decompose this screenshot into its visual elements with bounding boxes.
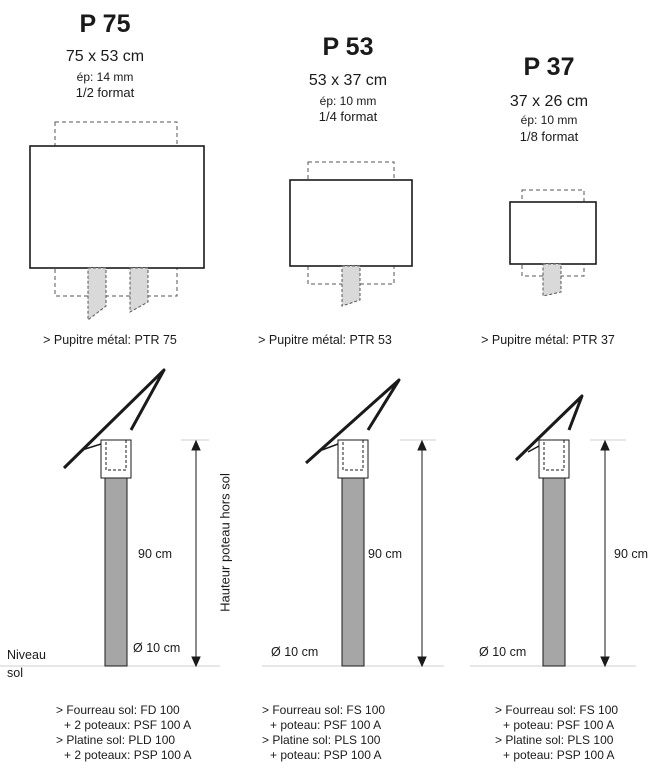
p53-format: 1/4 format	[318, 109, 378, 124]
p53-post	[341, 477, 365, 667]
p53-size: 53 x 37 cm	[308, 72, 388, 89]
p75-diameter: Ø 10 cm	[133, 641, 181, 655]
p53-diameter: Ø 10 cm	[271, 645, 319, 659]
p37-format: 1/8 format	[519, 129, 579, 144]
p75-mount-line-4: + 2 poteaux: PSP 100 A	[64, 748, 192, 762]
p53-mount-line-3: > Platine sol: PLS 100	[262, 733, 381, 747]
p75-mount-line-1: > Fourreau sol: FD 100	[56, 703, 180, 717]
p37-diameter: Ø 10 cm	[479, 645, 527, 659]
p37-bracket	[527, 445, 540, 453]
p75-thickness: ép: 14 mm	[76, 70, 134, 84]
p37-foot	[542, 263, 562, 297]
p53-thickness: ép: 10 mm	[319, 94, 377, 108]
p75-post	[104, 477, 128, 667]
p37-title: P 37	[523, 53, 575, 81]
height-arrows	[181, 439, 626, 668]
p37-thickness: ép: 10 mm	[520, 113, 578, 127]
p75-foot-right	[129, 267, 149, 313]
p53-elevation	[289, 161, 413, 307]
p75-mount-line-3: > Platine sol: PLD 100	[56, 733, 176, 747]
p53-desk-plate	[305, 378, 401, 465]
p37-size: 37 x 26 cm	[509, 93, 589, 110]
p53-mount-line-2: + poteau: PSF 100 A	[270, 718, 382, 732]
p37-elevation	[509, 189, 597, 297]
p53-desk-label: > Pupitre métal: PTR 53	[258, 333, 392, 347]
p37-side-view	[514, 394, 584, 667]
p53-mount-line-1: > Fourreau sol: FS 100	[262, 703, 386, 717]
p37-insert	[543, 439, 565, 471]
p37-mount-line-1: > Fourreau sol: FS 100	[495, 703, 619, 717]
p37-mount-line-3: > Platine sol: PLS 100	[495, 733, 614, 747]
p53-foot	[341, 265, 361, 307]
p75-insert	[105, 439, 127, 471]
p75-elevation	[29, 121, 205, 322]
p75-mount-line-2: + 2 poteaux: PSF 100 A	[64, 718, 192, 732]
p75-height-value: 90 cm	[138, 547, 173, 561]
p37-height-value: 90 cm	[614, 547, 649, 561]
p53-panel	[289, 179, 413, 267]
p53-insert	[342, 439, 364, 471]
p53-height-value: 90 cm	[368, 547, 403, 561]
p53-mount-line-4: + poteau: PSP 100 A	[270, 748, 382, 762]
p37-post	[542, 477, 566, 667]
p75-desk-label: > Pupitre métal: PTR 75	[43, 333, 177, 347]
p37-desk-label: > Pupitre métal: PTR 37	[481, 333, 615, 347]
p37-mount-line-2: + poteau: PSF 100 A	[503, 718, 615, 732]
p75-panel	[29, 145, 205, 269]
p53-bracket	[321, 443, 339, 451]
p75-format: 1/2 format	[75, 85, 135, 100]
height-vertical-label: Hauteur poteau hors sol	[217, 473, 233, 612]
p37-desk-plate	[514, 394, 584, 462]
p37-mount-line-4: + poteau: PSP 100 A	[503, 748, 615, 762]
p37-panel	[509, 201, 597, 265]
p53-side-view	[305, 378, 401, 667]
p75-foot-left	[87, 267, 107, 322]
p75-title: P 75	[79, 10, 131, 38]
p75-desk-plate	[62, 368, 166, 470]
p53-title: P 53	[322, 33, 374, 61]
ground-label-line1: Niveau	[7, 648, 46, 662]
p75-side-view	[62, 368, 166, 667]
p75-bracket	[81, 443, 102, 451]
ground-label-line2: sol	[7, 666, 23, 680]
p75-size: 75 x 53 cm	[65, 48, 145, 65]
